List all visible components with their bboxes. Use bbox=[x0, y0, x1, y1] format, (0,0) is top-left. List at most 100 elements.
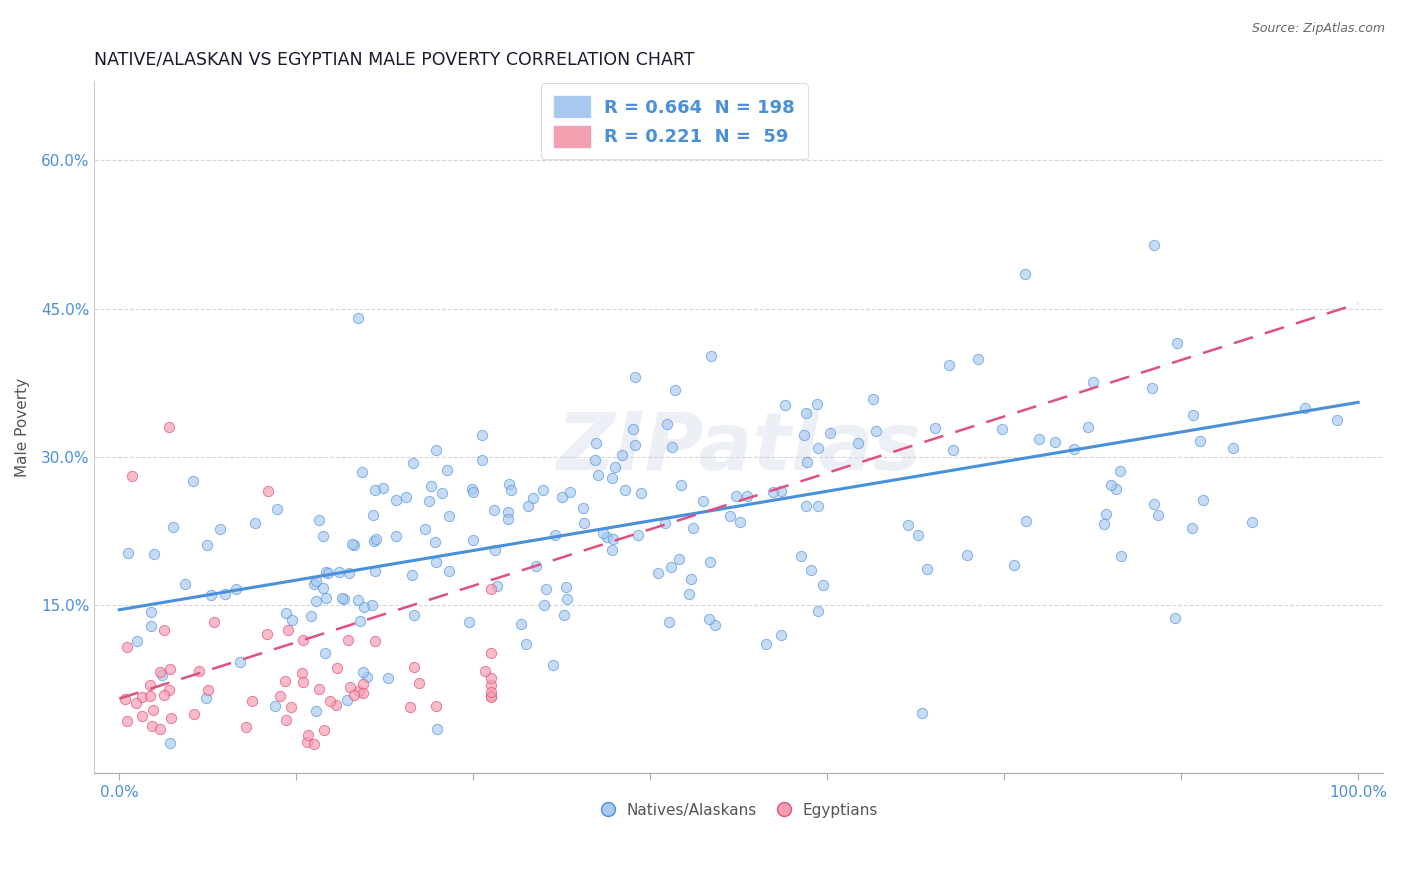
Point bbox=[404, 607, 426, 622]
Point bbox=[159, 736, 181, 750]
Point bbox=[623, 438, 645, 452]
Point bbox=[356, 670, 378, 684]
Point bbox=[682, 521, 704, 535]
Point bbox=[600, 471, 623, 485]
Text: ZIPatlas: ZIPatlas bbox=[557, 409, 921, 487]
Point bbox=[509, 616, 531, 631]
Point bbox=[846, 435, 869, 450]
Point bbox=[343, 688, 366, 702]
Point bbox=[1140, 381, 1163, 395]
Point bbox=[311, 581, 333, 595]
Point bbox=[479, 690, 502, 704]
Point bbox=[474, 664, 496, 678]
Point bbox=[659, 559, 682, 574]
Point bbox=[243, 516, 266, 531]
Point bbox=[479, 678, 502, 692]
Point bbox=[305, 574, 328, 588]
Point bbox=[479, 582, 502, 597]
Point bbox=[162, 520, 184, 534]
Point bbox=[679, 573, 702, 587]
Point bbox=[1143, 496, 1166, 510]
Point bbox=[371, 481, 394, 495]
Point bbox=[291, 666, 314, 681]
Point bbox=[1028, 432, 1050, 446]
Point bbox=[1015, 514, 1038, 528]
Point bbox=[385, 492, 408, 507]
Point bbox=[229, 655, 252, 669]
Point bbox=[1095, 507, 1118, 521]
Point bbox=[911, 706, 934, 721]
Point bbox=[347, 310, 370, 325]
Point bbox=[157, 420, 180, 434]
Legend: Natives/Alaskans, Egyptians: Natives/Alaskans, Egyptians bbox=[593, 797, 884, 824]
Point bbox=[363, 634, 385, 648]
Point bbox=[605, 460, 627, 475]
Point bbox=[585, 436, 607, 450]
Point bbox=[315, 565, 337, 579]
Point bbox=[915, 562, 938, 576]
Point bbox=[1105, 482, 1128, 496]
Point bbox=[955, 548, 977, 562]
Point bbox=[1241, 515, 1264, 529]
Point bbox=[141, 719, 163, 733]
Point bbox=[461, 533, 484, 547]
Point bbox=[274, 714, 297, 728]
Point bbox=[263, 698, 285, 713]
Point bbox=[401, 456, 423, 470]
Point bbox=[735, 489, 758, 503]
Point bbox=[541, 657, 564, 672]
Point bbox=[142, 703, 165, 717]
Point bbox=[630, 485, 652, 500]
Point bbox=[1014, 267, 1036, 281]
Point bbox=[131, 690, 153, 704]
Point bbox=[612, 449, 634, 463]
Point bbox=[194, 691, 217, 706]
Point bbox=[337, 566, 360, 580]
Point bbox=[966, 351, 988, 366]
Point bbox=[319, 693, 342, 707]
Point bbox=[769, 627, 792, 641]
Point bbox=[1189, 434, 1212, 448]
Point bbox=[437, 564, 460, 578]
Point bbox=[117, 714, 139, 728]
Point bbox=[352, 466, 374, 480]
Point bbox=[807, 499, 830, 513]
Point bbox=[1063, 442, 1085, 456]
Point bbox=[401, 568, 423, 582]
Point bbox=[755, 637, 778, 651]
Point bbox=[664, 383, 686, 397]
Point bbox=[790, 549, 813, 563]
Point bbox=[325, 698, 347, 712]
Point bbox=[818, 426, 841, 441]
Point bbox=[938, 358, 960, 372]
Point bbox=[399, 700, 422, 714]
Point bbox=[328, 565, 350, 579]
Point bbox=[377, 671, 399, 685]
Point bbox=[697, 612, 720, 626]
Point bbox=[769, 483, 792, 498]
Point bbox=[796, 500, 818, 514]
Point bbox=[479, 646, 502, 660]
Point bbox=[225, 582, 247, 596]
Point bbox=[336, 632, 359, 647]
Point bbox=[209, 522, 232, 536]
Point bbox=[1143, 237, 1166, 252]
Point bbox=[865, 424, 887, 438]
Point bbox=[214, 587, 236, 601]
Point bbox=[699, 555, 721, 569]
Point bbox=[461, 482, 484, 496]
Point bbox=[482, 503, 505, 517]
Point bbox=[515, 637, 537, 651]
Point bbox=[150, 668, 173, 682]
Point bbox=[718, 508, 741, 523]
Point bbox=[141, 605, 163, 619]
Point bbox=[160, 711, 183, 725]
Point bbox=[498, 476, 520, 491]
Point bbox=[661, 440, 683, 454]
Point bbox=[418, 493, 440, 508]
Point bbox=[352, 686, 374, 700]
Point bbox=[1294, 401, 1316, 416]
Point bbox=[336, 693, 359, 707]
Point bbox=[647, 566, 669, 580]
Point bbox=[121, 469, 143, 483]
